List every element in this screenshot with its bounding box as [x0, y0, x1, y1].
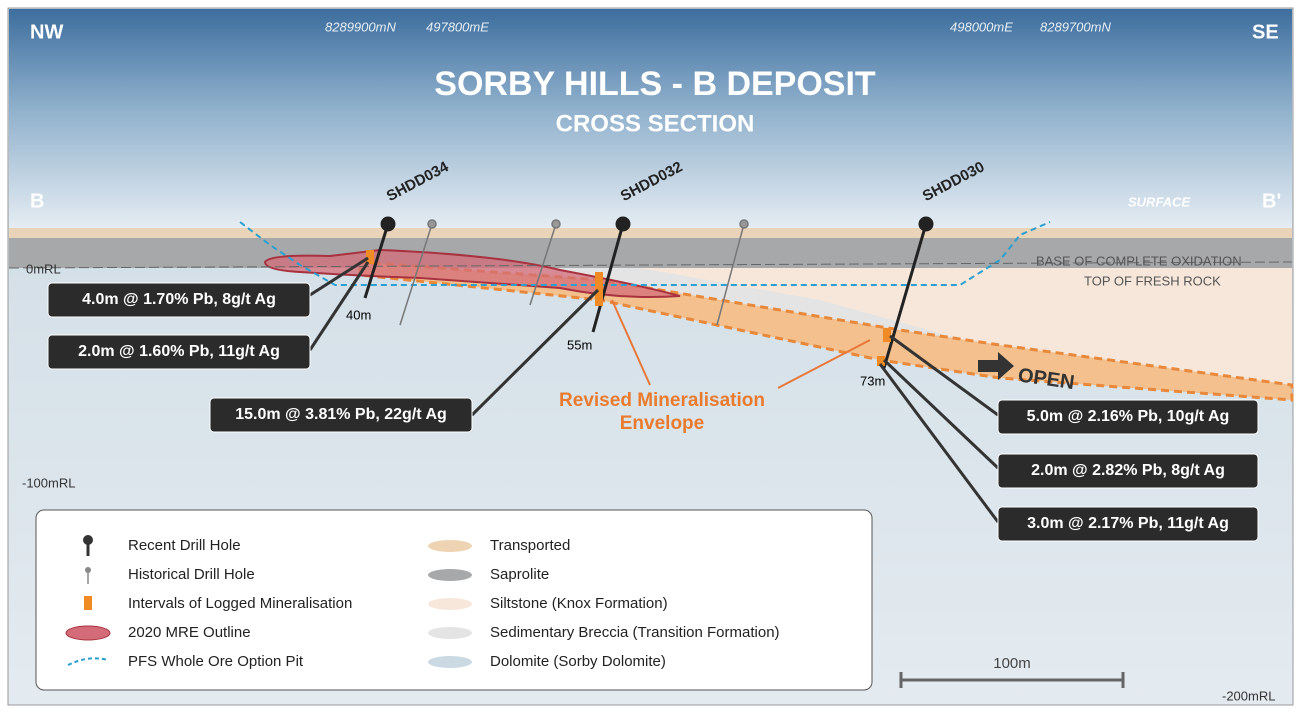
hole-depth: 40m — [346, 307, 371, 322]
hole-depth: 55m — [567, 337, 592, 352]
envelope-label: Envelope — [620, 413, 704, 434]
surface-label: SURFACE — [1128, 194, 1190, 209]
legend-label: Historical Drill Hole — [128, 566, 255, 583]
legend-label: Intervals of Logged Mineralisation — [128, 595, 352, 612]
callout-text: 5.0m @ 2.16% Pb, 10g/t Ag — [1027, 408, 1230, 425]
level: 0mRL — [26, 261, 61, 276]
direction: SE — [1252, 21, 1279, 43]
legend: Recent Drill Hole Historical Drill Hole … — [36, 510, 872, 690]
legend-label: Recent Drill Hole — [128, 537, 241, 554]
coord: 8289900mN — [325, 19, 396, 34]
legend-label: Transported — [490, 537, 570, 554]
level: -200mRL — [1222, 688, 1275, 703]
callout-text: 2.0m @ 2.82% Pb, 8g/t Ag — [1031, 462, 1225, 479]
legend-label: Siltstone (Knox Formation) — [490, 595, 668, 612]
coord: 497800mE — [426, 19, 489, 34]
scale-label: 100m — [993, 655, 1031, 672]
callout-text: 4.0m @ 1.70% Pb, 8g/t Ag — [82, 291, 276, 308]
legend-label: PFS Whole Ore Option Pit — [128, 653, 304, 670]
coord: 498000mE — [950, 19, 1013, 34]
coord: 8289700mN — [1040, 19, 1111, 34]
section-label: B — [30, 190, 44, 212]
section-label: B' — [1262, 190, 1281, 212]
level: -100mRL — [22, 475, 75, 490]
subtitle: CROSS SECTION — [556, 110, 755, 137]
envelope-label: Revised Mineralisation — [559, 390, 765, 411]
callout-text: 2.0m @ 1.60% Pb, 11g/t Ag — [78, 343, 280, 360]
callout-text: 3.0m @ 2.17% Pb, 11g/t Ag — [1027, 515, 1229, 532]
transported — [9, 228, 1292, 238]
legend-label: 2020 MRE Outline — [128, 624, 251, 641]
legend-label: Saprolite — [490, 566, 549, 583]
cross-section: NW SE SORBY HILLS - B DEPOSIT CROSS SECT… — [0, 0, 1301, 713]
hole-depth: 73m — [860, 373, 885, 388]
direction: NW — [30, 21, 63, 43]
legend-label: Sedimentary Breccia (Transition Formatio… — [490, 624, 780, 641]
title: SORBY HILLS - B DEPOSIT — [434, 65, 876, 103]
oxidation-label: BASE OF COMPLETE OXIDATION — [1036, 253, 1242, 268]
legend-label: Dolomite (Sorby Dolomite) — [490, 653, 666, 670]
fresh-rock-label: TOP OF FRESH ROCK — [1084, 273, 1221, 288]
callout-text: 15.0m @ 3.81% Pb, 22g/t Ag — [235, 406, 447, 423]
